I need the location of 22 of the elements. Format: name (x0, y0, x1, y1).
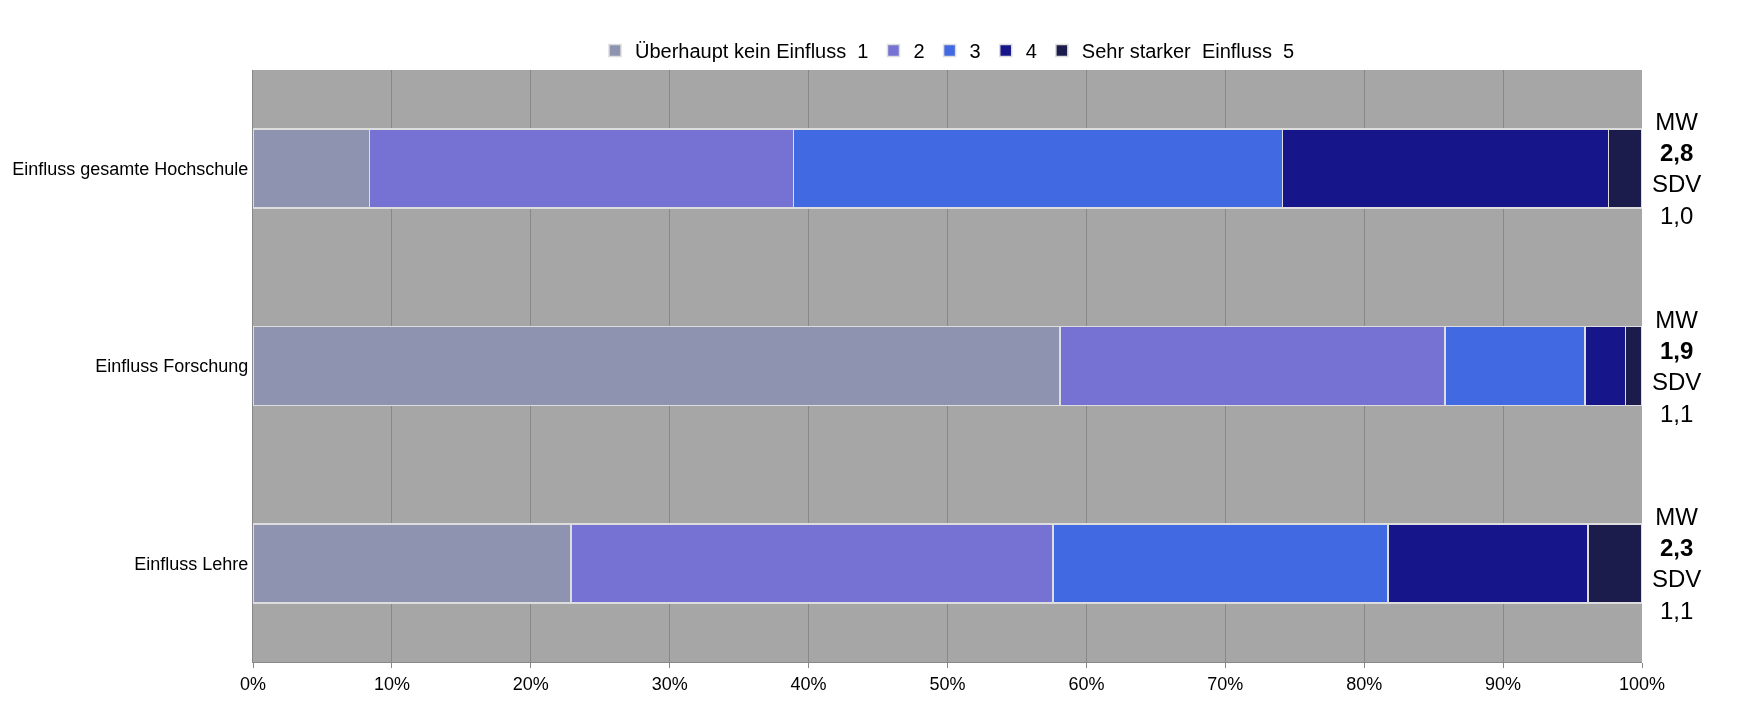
legend-label: Sehr starker Einfluss 5 (1081, 40, 1295, 63)
y-tick-label: Einfluss Forschung (95, 356, 249, 377)
x-tick-label: 20% (512, 673, 549, 694)
x-tick-label: 90% (1485, 673, 1522, 694)
x-tick-label: 80% (1346, 673, 1383, 694)
legend-label: 2 (913, 40, 925, 63)
x-tick-label: 30% (651, 673, 688, 694)
x-tick-label: 10% (373, 673, 410, 694)
legend-label: Überhaupt kein Einfluss 1 (635, 40, 869, 63)
x-tick-label: 50% (929, 673, 966, 694)
x-tick-label: 40% (790, 673, 827, 694)
legend-label: 4 (1025, 40, 1037, 63)
text: MW 2,3 SDV 1,1 (1652, 503, 1702, 624)
text: MW 2,8 SDV 1,0 (1652, 108, 1702, 229)
y-tick-label: Einfluss Lehre (134, 553, 249, 574)
legend-label: 3 (969, 40, 981, 63)
y-tick-label: Einfluss gesamte Hochschule (12, 158, 249, 179)
text: MW 1,9 SDV 1,1 (1652, 306, 1702, 427)
x-tick-label: 60% (1068, 673, 1105, 694)
x-tick-label: 0% (239, 673, 267, 694)
x-tick-label: 70% (1207, 673, 1244, 694)
x-tick-label: 100% (1618, 673, 1666, 694)
